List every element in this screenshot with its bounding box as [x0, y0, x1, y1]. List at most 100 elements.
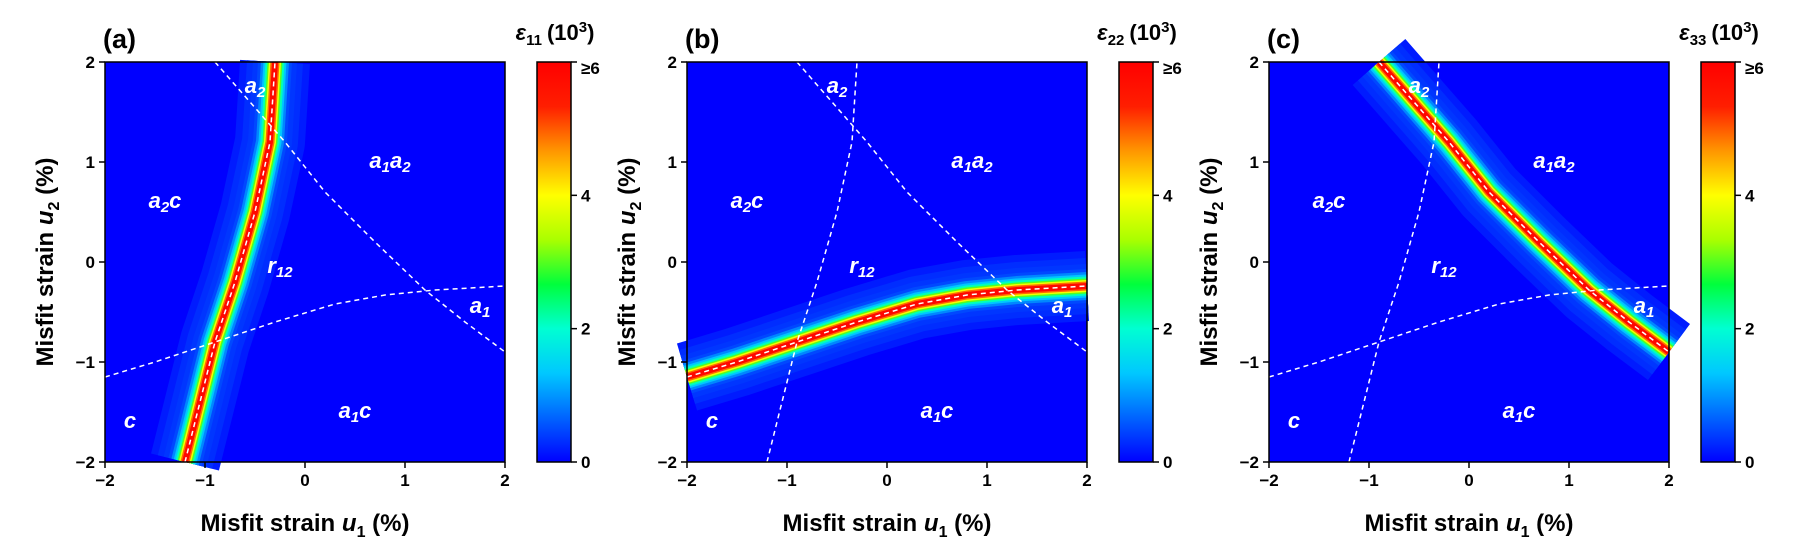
- phase-region-label: a1c: [921, 398, 954, 426]
- x-tick-label: −1: [1359, 471, 1378, 490]
- colorbar-title-unit: (10: [1711, 20, 1743, 45]
- x-axis-title-unit: (%): [1529, 510, 1573, 537]
- y-tick-label: −2: [1240, 453, 1259, 472]
- region-label-part: a: [149, 188, 161, 213]
- region-label-part: a: [1313, 188, 1325, 213]
- y-tick-label: 1: [86, 153, 95, 172]
- y-axis-title: Misfit strain u2 (%): [32, 158, 63, 367]
- colorbar-title-sub: 33: [1690, 32, 1707, 49]
- phase-boundaries: [686, 61, 1088, 463]
- colorbar-tick-label: 2: [581, 320, 590, 339]
- y-axis-title-sub: 2: [1210, 201, 1227, 210]
- x-tick-label: 0: [1464, 471, 1473, 490]
- phase-region-label: a1c: [1503, 398, 1536, 426]
- colorbar-title-sub: 11: [526, 32, 542, 49]
- phase-region-label: a1: [1634, 293, 1655, 321]
- region-label-part: c: [1333, 188, 1345, 213]
- region-label-part: 12: [858, 264, 875, 281]
- colorbar-title-sub: 22: [1108, 32, 1125, 49]
- phase-region-label: r12: [267, 253, 293, 281]
- colorbar: 0 2 4 ≥6 ε33 (103): [1679, 19, 1764, 472]
- x-tick-label: 0: [300, 471, 309, 490]
- region-label-part: a: [339, 398, 351, 423]
- phase-region-label: a1: [1052, 293, 1073, 321]
- x-axis-title-var: u: [342, 510, 357, 537]
- region-label-part: 2: [1565, 159, 1575, 176]
- region-label-part: 1: [1064, 304, 1072, 321]
- phase-boundary-b: [686, 285, 1088, 378]
- colorbar-title-sup: 3: [1743, 19, 1751, 36]
- phase-boundaries: [1268, 61, 1670, 463]
- phase-region-label: a1a2: [369, 148, 411, 176]
- y-tick-label: 2: [86, 53, 95, 72]
- y-axis-title-prefix: Misfit strain: [1196, 225, 1223, 366]
- y-axis-title-var: u: [614, 210, 641, 225]
- x-axis-title: Misfit strain u1 (%): [783, 510, 992, 541]
- y-tick-label: −2: [658, 453, 677, 472]
- region-label-part: 1: [1546, 159, 1554, 176]
- colorbar-tick-label: 4: [1745, 186, 1755, 205]
- y-axis-title-unit: (%): [1196, 158, 1223, 202]
- phase-boundary-c: [796, 61, 1088, 353]
- x-tick-label: 0: [882, 471, 891, 490]
- y-axis-title-prefix: Misfit strain: [614, 225, 641, 366]
- colorbar: 0 2 4 ≥6 ε22 (103): [1097, 19, 1182, 472]
- region-label-part: a: [369, 148, 381, 173]
- region-label-part: 1: [351, 409, 359, 426]
- colorbar-title-var: ε: [1097, 20, 1108, 45]
- x-axis-title-unit: (%): [365, 510, 409, 537]
- x-tick-label: 2: [1082, 471, 1091, 490]
- colorbar-tick-label: 2: [1745, 320, 1754, 339]
- colorbar-gradient: [1700, 61, 1736, 463]
- region-label-part: 2: [1420, 84, 1430, 101]
- region-label-part: a: [390, 148, 402, 173]
- y-tick-label: 1: [1250, 153, 1259, 172]
- x-axis: −2 −1 0 1 2: [677, 462, 1092, 490]
- x-tick-label: 1: [1564, 471, 1573, 490]
- colorbar-title-close: ): [1752, 20, 1759, 45]
- region-label-part: a: [1052, 293, 1064, 318]
- x-axis-title-prefix: Misfit strain: [783, 510, 924, 537]
- x-tick-label: −2: [1259, 471, 1278, 490]
- region-label-part: 12: [276, 264, 293, 281]
- x-axis-title-prefix: Misfit strain: [201, 510, 342, 537]
- colorbar-tick-label: ≥6: [1163, 59, 1182, 78]
- region-label-part: r: [849, 253, 859, 278]
- colorbar-title-var: ε: [516, 20, 527, 45]
- region-label-part: a: [1409, 73, 1421, 98]
- x-tick-label: 2: [1664, 471, 1673, 490]
- y-axis-title-sub: 2: [628, 201, 645, 210]
- panel-label: (c): [1267, 24, 1300, 54]
- y-tick-label: 2: [1250, 53, 1259, 72]
- y-axis-title-unit: (%): [614, 158, 641, 202]
- region-label-part: 1: [1646, 304, 1654, 321]
- colorbar-title-close: ): [1170, 20, 1177, 45]
- y-tick-label: 1: [668, 153, 677, 172]
- colorbar: 0 2 4 ≥6 ε11 (103): [516, 19, 600, 472]
- phase-region-label: a1a2: [951, 148, 993, 176]
- x-axis-title: Misfit strain u1 (%): [1365, 510, 1574, 541]
- region-label-part: 2: [983, 159, 993, 176]
- y-tick-label: 0: [1250, 253, 1259, 272]
- phase-boundary-c: [214, 61, 506, 353]
- phase-region-label: a2: [827, 73, 848, 101]
- colorbar-ticks: 0 2 4 ≥6: [571, 59, 600, 472]
- colorbar-title: ε11 (103): [516, 19, 595, 49]
- region-label-part: a: [972, 148, 984, 173]
- x-axis-title-sub: 1: [357, 524, 366, 541]
- y-axis-title-prefix: Misfit strain: [32, 225, 59, 366]
- colorbar-tick-label: 4: [581, 186, 591, 205]
- region-label-part: c: [359, 398, 371, 423]
- phase-region-label: c: [706, 408, 718, 433]
- x-tick-label: −1: [777, 471, 796, 490]
- region-label-part: 2: [256, 84, 266, 101]
- x-axis: −2 −1 0 1 2: [1259, 462, 1674, 490]
- y-tick-label: −1: [76, 353, 95, 372]
- region-label-part: c: [941, 398, 953, 423]
